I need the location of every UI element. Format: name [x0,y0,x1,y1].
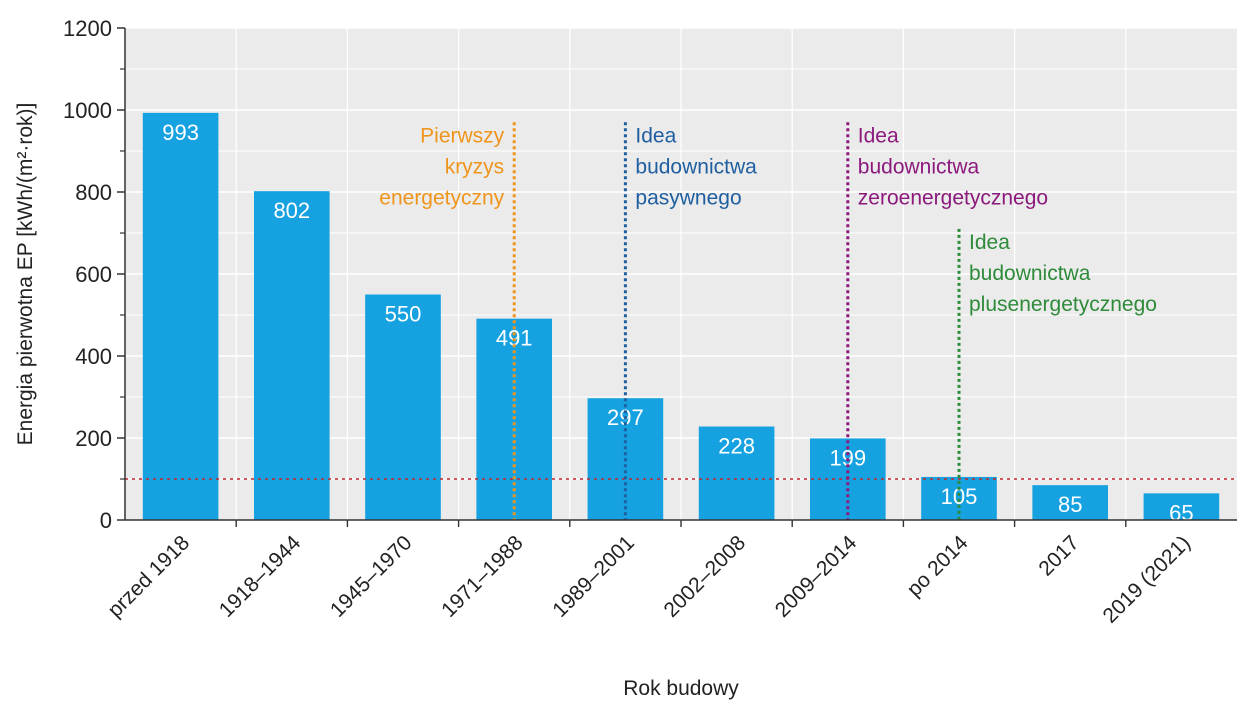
y-tick-label: 0 [100,508,112,533]
annotation-text: Idea [969,231,1010,254]
bar-value-label: 993 [162,120,199,145]
y-tick-label: 400 [75,344,112,369]
x-tick-label: 1918–1944 [215,531,306,622]
annotation-text: budownictwa [969,262,1091,285]
y-axis-title: Energia pierwotna EP [kWh/(m²·rok)] [14,103,37,446]
y-tick-label: 600 [75,262,112,287]
bar [698,426,775,520]
bar-value-label: 85 [1058,492,1082,517]
bar [365,294,441,520]
y-tick-label: 1000 [63,98,112,123]
x-tick-label: 1989–2001 [548,531,639,622]
bar-value-label: 550 [385,302,422,327]
annotation-text: plusenergetycznego [969,293,1157,316]
x-tick-label: po 2014 [903,531,973,601]
x-tick-label: 2017 [1034,531,1083,580]
annotation-text: kryzys [445,155,505,178]
annotation-text: budownictwa [635,155,757,178]
bar [142,112,219,521]
x-tick-label: przed 1918 [104,531,195,622]
bar-value-label: 65 [1169,500,1193,525]
x-tick-label: 2019 (2021) [1099,531,1195,627]
y-tick-label: 800 [75,180,112,205]
annotation-text: Idea [858,124,899,147]
x-axis-title: Rok budowy [623,677,739,700]
annotation-text: pasywnego [635,186,741,209]
annotation-text: energetyczny [379,186,504,209]
x-tick-label: 2009–2014 [771,531,862,622]
x-tick-label: 1971–1988 [437,531,528,622]
bar [1032,485,1109,520]
annotation-text: budownictwa [858,155,980,178]
bar-value-label: 228 [718,434,755,459]
x-tick-label: 1945–1970 [326,531,417,622]
annotation-text: Idea [635,124,676,147]
x-tick-label: 2002–2008 [660,531,751,622]
y-tick-label: 1200 [63,16,112,41]
bar-value-label: 802 [273,198,310,223]
bar [253,191,330,520]
annotation-text: Pierwszy [420,124,505,147]
annotations: Pierwszy kryzys energetyczny Idea budownictw… [379,122,1157,520]
annotation-text: zeroenergetycznego [858,186,1048,209]
bar [1143,493,1220,520]
y-tick-label: 200 [75,426,112,451]
